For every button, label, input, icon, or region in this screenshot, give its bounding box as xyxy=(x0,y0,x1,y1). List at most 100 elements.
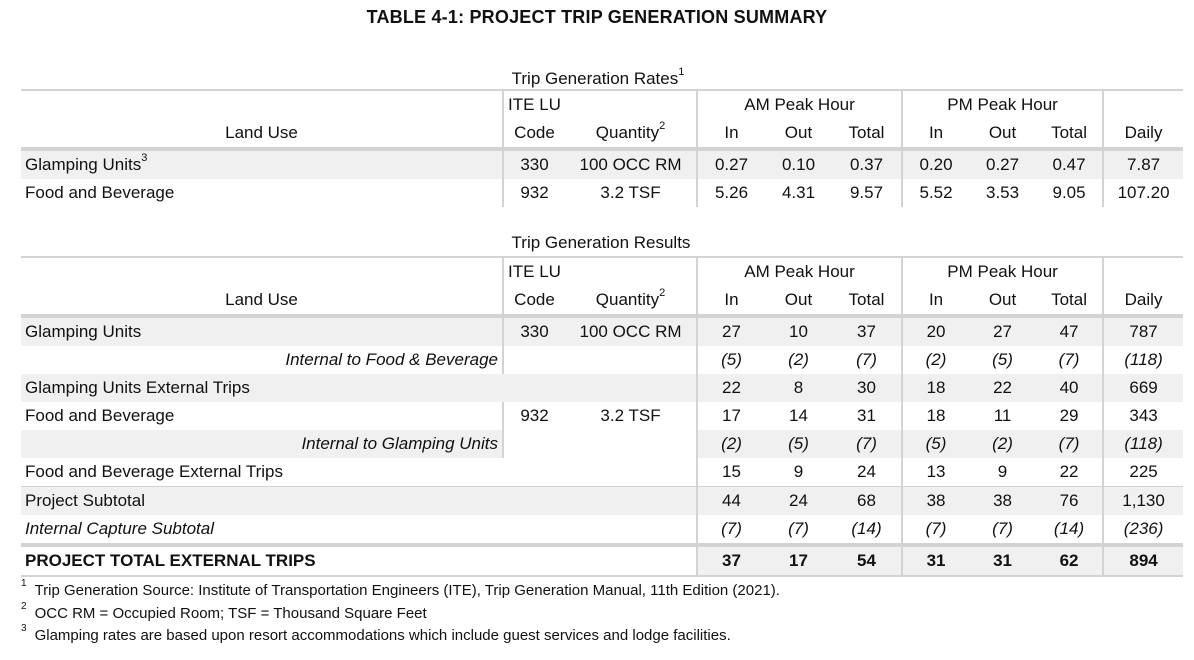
ite-code-cell: 330 xyxy=(520,322,549,341)
footnote: 3 Glamping rates are based upon resort ac… xyxy=(21,623,780,650)
table-row: Internal Capture Subtotal (7) (7) (14) (… xyxy=(21,515,1183,545)
results-header-blank-daily xyxy=(1103,256,1184,286)
land-use-cell: Internal to Food & Beverage xyxy=(21,346,504,374)
pm-total-cell: 0.47 xyxy=(1036,149,1105,179)
results-header-quantity-footnote-mark: 2 xyxy=(659,287,666,299)
am-in-cell: (7) xyxy=(721,519,742,538)
daily-cell: 787 xyxy=(1129,322,1158,341)
am-total-cell: 9.57 xyxy=(832,179,904,207)
land-use-cell: Glamping Units xyxy=(21,316,504,346)
rates-header-blank-daily xyxy=(1103,89,1184,119)
am-out-cell: (7) xyxy=(788,519,809,538)
footnote: 2 OCC RM = Occupied Room; TSF = Thousand … xyxy=(21,601,780,628)
results-header-pm-total: Total xyxy=(1036,286,1105,318)
rates-header-am-total: Total xyxy=(832,119,904,151)
results-header-code: Code xyxy=(503,286,565,318)
am-out-cell: 14 xyxy=(789,406,808,425)
total-am-in-cell: 37 xyxy=(697,543,765,577)
pm-out-cell: 38 xyxy=(993,491,1012,510)
daily-cell: 669 xyxy=(1129,378,1158,397)
am-in-cell: 22 xyxy=(722,378,741,397)
daily-cell: 7.87 xyxy=(1127,155,1161,174)
table-row: Food and Beverage 932 3.2 TSF 5.26 4.31 … xyxy=(21,179,1183,207)
table-row: Glamping Units External Trips 22 8 30 18… xyxy=(21,374,1184,402)
pm-in-cell: 0.20 xyxy=(919,155,953,174)
pm-in-cell: (5) xyxy=(925,434,947,453)
quantity-cell: 100 OCC RM xyxy=(565,316,698,346)
pm-out-cell: 11 xyxy=(993,406,1012,425)
pm-out-cell: (2) xyxy=(992,434,1013,453)
land-use-cell: Internal to Glamping Units xyxy=(21,430,504,458)
rates-header-blank xyxy=(21,89,504,119)
results-header-ite-lu: ITE LU xyxy=(503,256,565,286)
pm-in-cell: 18 xyxy=(926,378,946,397)
quantity-cell xyxy=(565,346,698,374)
land-use-cell: Food and Beverage xyxy=(21,179,504,207)
pm-total-cell: 22 xyxy=(1036,458,1105,487)
daily-cell: 1,130 xyxy=(1122,491,1165,510)
rates-header-am-out: Out xyxy=(765,119,832,151)
pm-total-cell: 47 xyxy=(1036,316,1105,346)
am-total-cell: 30 xyxy=(832,374,904,402)
am-in-cell: 0.27 xyxy=(714,155,749,174)
table-row: Internal to Food & Beverage (5) (2) (7) … xyxy=(21,346,1183,374)
pm-total-cell: 9.05 xyxy=(1036,179,1105,207)
ite-code-cell: 330 xyxy=(520,155,549,174)
pm-out-cell: 27 xyxy=(993,322,1012,341)
ite-code-cell: 932 xyxy=(520,406,549,425)
table-row: Glamping Units 330 100 OCC RM 27 10 37 2… xyxy=(21,316,1184,346)
total-row: PROJECT TOTAL EXTERNAL TRIPS 37 17 54 31… xyxy=(21,543,1184,577)
quantity-cell: 100 OCC RM xyxy=(565,149,698,179)
rates-header-blank-qty xyxy=(565,89,698,119)
rates-section-title-text: Trip Generation Rates xyxy=(511,69,679,88)
pm-in-cell: 13 xyxy=(902,458,970,487)
footnote-text: OCC RM = Occupied Room; TSF = Thousand S… xyxy=(34,604,427,622)
total-label-cell: PROJECT TOTAL EXTERNAL TRIPS xyxy=(21,543,698,577)
total-pm-total-cell: 62 xyxy=(1036,543,1105,577)
pm-total-cell: (7) xyxy=(1036,430,1105,458)
results-header-row-1: ITE LU AM Peak Hour PM Peak Hour xyxy=(21,256,1184,286)
rates-header-quantity-text: Quantity xyxy=(595,123,660,142)
am-in-cell: 44 xyxy=(722,491,741,510)
rates-header-land-use: Land Use xyxy=(21,119,504,151)
am-in-cell: 5.26 xyxy=(714,183,749,202)
total-daily-cell: 894 xyxy=(1103,543,1184,577)
results-header-blank xyxy=(21,256,504,286)
am-out-cell: 4.31 xyxy=(781,183,816,202)
am-in-cell: (2) xyxy=(721,434,742,453)
am-total-cell: 31 xyxy=(832,402,904,430)
am-total-cell: (7) xyxy=(832,346,904,374)
quantity-cell: 3.2 TSF xyxy=(565,179,698,207)
rates-header-am-in: In xyxy=(697,119,765,151)
am-in-cell: (5) xyxy=(721,350,742,369)
quantity-cell xyxy=(565,430,698,458)
am-out-cell: 24 xyxy=(789,491,808,510)
table-row: Glamping Units3 330 100 OCC RM 0.27 0.10… xyxy=(21,149,1184,179)
am-total-cell: 0.37 xyxy=(832,149,904,179)
results-header-am-in: In xyxy=(697,286,765,318)
rates-header-row-2: Land Use Code Quantity2 In Out Total In … xyxy=(21,119,1184,151)
am-in-cell: 27 xyxy=(722,322,741,341)
am-out-cell: (2) xyxy=(788,350,809,369)
land-use-cell: Food and Beverage External Trips xyxy=(21,458,698,487)
results-header-blank-qty xyxy=(565,256,698,286)
rates-section-title: Trip Generation Rates1 xyxy=(398,66,798,89)
land-use-label: Glamping Units xyxy=(25,155,142,174)
am-in-cell: 15 xyxy=(697,458,765,487)
land-use-cell: Project Subtotal xyxy=(21,486,698,515)
rates-header-quantity: Quantity2 xyxy=(565,119,698,151)
am-out-cell: 0.10 xyxy=(781,155,816,174)
table-row: Project Subtotal 44 24 68 38 38 76 1,130 xyxy=(21,486,1184,515)
results-section-title: Trip Generation Results xyxy=(511,233,691,252)
pm-out-cell: 22 xyxy=(993,378,1012,397)
daily-cell: (118) xyxy=(1124,434,1163,453)
am-total-cell: 37 xyxy=(832,316,904,346)
results-header-daily: Daily xyxy=(1103,286,1184,318)
daily-cell: (236) xyxy=(1123,519,1164,538)
am-out-cell: 9 xyxy=(765,458,832,487)
table-row: Food and Beverage External Trips 15 9 24… xyxy=(21,458,1184,487)
daily-cell: (118) xyxy=(1124,350,1163,369)
pm-total-cell: 29 xyxy=(1036,402,1105,430)
pm-out-cell: 3.53 xyxy=(985,183,1020,202)
rates-header-row-1: ITE LU AM Peak Hour PM Peak Hour xyxy=(21,89,1184,119)
